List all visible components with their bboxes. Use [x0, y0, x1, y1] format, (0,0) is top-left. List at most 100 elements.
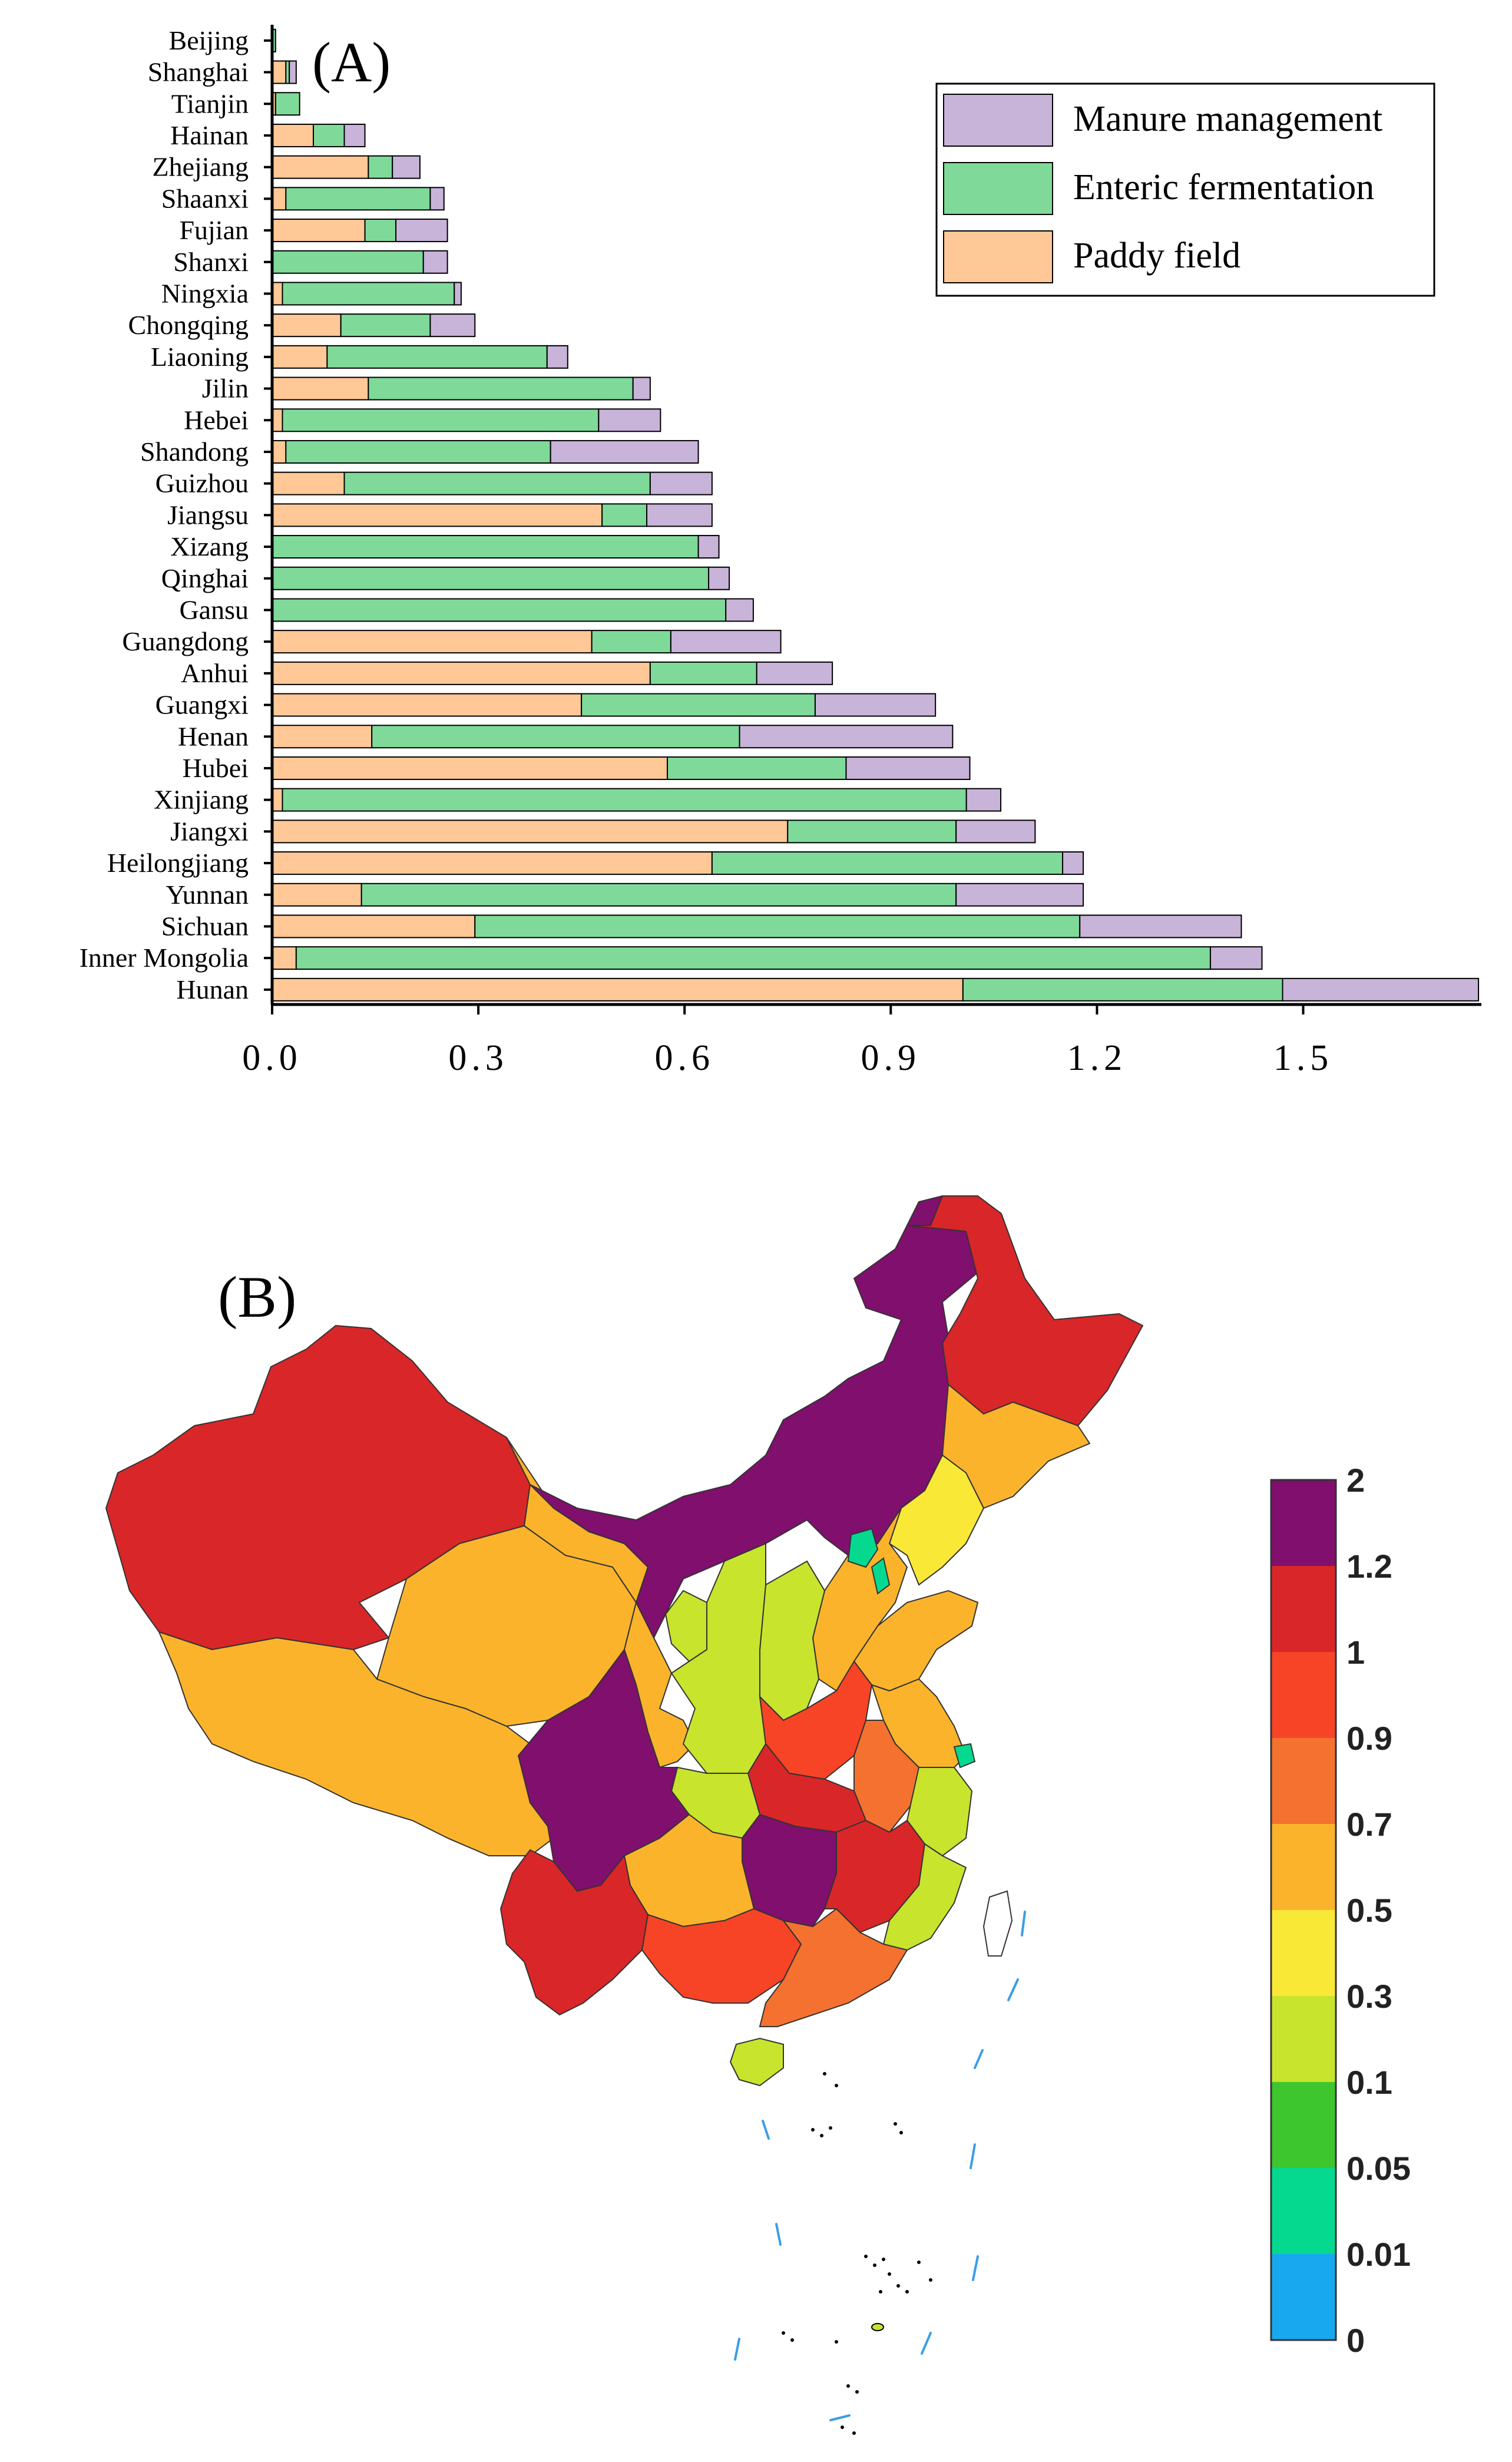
colorbar-tick-label: 0.7	[1346, 1806, 1392, 1843]
bar-gansu-enteric-fermentation	[272, 598, 727, 622]
category-label-sichuan: Sichuan	[161, 911, 249, 941]
category-label-jiangxi: Jiangxi	[170, 816, 249, 846]
bar-ningxia-enteric-fermentation	[282, 282, 455, 306]
panel-a-bar-chart: (A) BeijingShanghaiTianjinHainanZhejiang…	[80, 25, 1481, 1078]
x-tick-label: 1.2	[1067, 1038, 1127, 1078]
bar-xinjiang-paddy-field	[272, 788, 283, 812]
bar-inner-mongolia-paddy-field	[272, 946, 297, 970]
bar-inner-mongolia-enteric-fermentation	[295, 946, 1211, 970]
bar-ningxia-paddy-field	[272, 282, 283, 306]
bar-liaoning-manure-management	[546, 345, 568, 369]
colorbar-tick-label: 0.05	[1346, 2150, 1411, 2187]
bar-guangxi-enteric-fermentation	[581, 693, 816, 717]
category-label-xinjiang: Xinjiang	[154, 785, 249, 815]
bar-jiangsu-paddy-field	[272, 503, 603, 527]
bar-xinjiang-enteric-fermentation	[282, 788, 967, 812]
bar-zhejiang-manure-management	[392, 155, 421, 179]
reef-marker	[871, 2323, 884, 2331]
province-hainan	[729, 2037, 784, 2087]
category-label-beijing: Beijing	[169, 25, 249, 55]
bar-xizang-manure-management	[697, 535, 720, 559]
bar-jiangsu-manure-management	[646, 503, 713, 527]
category-label-shaanxi: Shaanxi	[161, 183, 249, 213]
bar-jiangxi-enteric-fermentation	[787, 819, 957, 844]
province-heilongjiang	[906, 1195, 1144, 1427]
colorbar-tick-label: 0.5	[1346, 1892, 1392, 1929]
bar-shanghai-paddy-field	[272, 60, 287, 84]
bar-qinghai-enteric-fermentation	[272, 566, 710, 590]
bar-shandong-manure-management	[550, 439, 699, 464]
panel-b-map: (B)	[105, 1195, 1411, 2435]
bar-chongqing-enteric-fermentation	[340, 313, 431, 338]
category-label-hubei: Hubei	[183, 753, 249, 783]
bar-sichuan-manure-management	[1079, 914, 1242, 938]
province-guangdong	[759, 1908, 908, 2027]
category-label-chongqing: Chongqing	[128, 310, 249, 340]
bar-jiangxi-paddy-field	[272, 819, 789, 844]
category-label-jiangsu: Jiangsu	[167, 500, 249, 530]
bar-liaoning-enteric-fermentation	[326, 345, 548, 369]
bar-guangdong-manure-management	[670, 630, 782, 654]
bar-guizhou-paddy-field	[272, 471, 345, 495]
bar-chongqing-paddy-field	[272, 313, 342, 338]
category-label-zhejiang: Zhejiang	[153, 152, 249, 182]
bar-shaanxi-manure-management	[429, 187, 445, 211]
legend-swatch-enteric-fermentation	[943, 162, 1053, 215]
x-tick-label: 0.0	[242, 1038, 302, 1078]
bar-xizang-enteric-fermentation	[272, 535, 699, 559]
bar-yunnan-paddy-field	[272, 883, 362, 907]
bar-shaanxi-paddy-field	[272, 187, 287, 211]
category-label-henan: Henan	[178, 721, 249, 751]
bar-hebei-paddy-field	[272, 408, 283, 432]
bar-hubei-paddy-field	[272, 756, 669, 780]
bar-henan-paddy-field	[272, 725, 373, 749]
bar-henan-enteric-fermentation	[371, 725, 740, 749]
category-label-hainan: Hainan	[170, 120, 249, 150]
category-label-guangdong: Guangdong	[122, 626, 249, 656]
colorbar: 2 1.2 1 0.9 0.7 0.5 0.3 0.1 0.05 0.01 0	[1270, 1462, 1411, 2359]
y-ticks	[264, 39, 272, 991]
bar-yunnan-enteric-fermentation	[360, 883, 957, 907]
x-tick-label: 0.9	[861, 1038, 921, 1078]
legend: Manure management Enteric fermentation Pad…	[935, 82, 1435, 297]
province-liaoning	[888, 1454, 985, 1586]
bar-hubei-manure-management	[845, 756, 971, 780]
category-label-gansu: Gansu	[179, 594, 249, 624]
bar-shanxi-enteric-fermentation	[272, 250, 424, 274]
category-label-tianjin: Tianjin	[171, 88, 249, 118]
category-label-anhui: Anhui	[181, 658, 249, 688]
bar-qinghai-manure-management	[708, 566, 730, 590]
colorbar-segment	[1271, 1910, 1336, 1997]
bar-hainan-enteric-fermentation	[313, 123, 345, 147]
bar-hebei-manure-management	[598, 408, 661, 432]
category-label-ningxia: Ningxia	[161, 278, 249, 308]
province-yunnan	[499, 1849, 649, 2016]
bar-jilin-enteric-fermentation	[368, 376, 634, 401]
category-label-qinghai: Qinghai	[161, 563, 249, 593]
legend-swatch-manure-management	[943, 94, 1053, 147]
bar-shaanxi-enteric-fermentation	[285, 187, 431, 211]
x-ticks: 0.0 0.3 0.6 0.9 1.2 1.5	[242, 1004, 1328, 1078]
category-label-fujian: Fujian	[179, 215, 249, 245]
category-label-yunnan: Yunnan	[166, 880, 249, 910]
bar-chongqing-manure-management	[429, 313, 476, 338]
bar-hebei-enteric-fermentation	[282, 408, 600, 432]
bar-guangxi-manure-management	[814, 693, 937, 717]
category-label-liaoning: Liaoning	[151, 342, 249, 372]
category-label-hunan: Hunan	[176, 974, 249, 1004]
colorbar-tick-label: 1.2	[1346, 1548, 1392, 1585]
bar-gansu-manure-management	[725, 598, 754, 622]
colorbar-tick-label: 0.01	[1346, 2236, 1411, 2273]
bar-heilongjiang-paddy-field	[272, 851, 713, 875]
category-labels: BeijingShanghaiTianjinHainanZhejiangShaa…	[80, 25, 249, 1004]
legend-label-enteric-fermentation: Enteric fermentation	[1073, 167, 1374, 207]
legend-swatch-paddy-field	[943, 230, 1053, 283]
bar-guizhou-manure-management	[649, 471, 713, 495]
bar-guangdong-enteric-fermentation	[591, 630, 671, 654]
bar-zhejiang-enteric-fermentation	[368, 155, 393, 179]
bar-henan-manure-management	[739, 725, 954, 749]
province-taiwan	[982, 1890, 1013, 1957]
bar-hainan-manure-management	[343, 123, 366, 147]
colorbar-segment	[1271, 2168, 1336, 2255]
